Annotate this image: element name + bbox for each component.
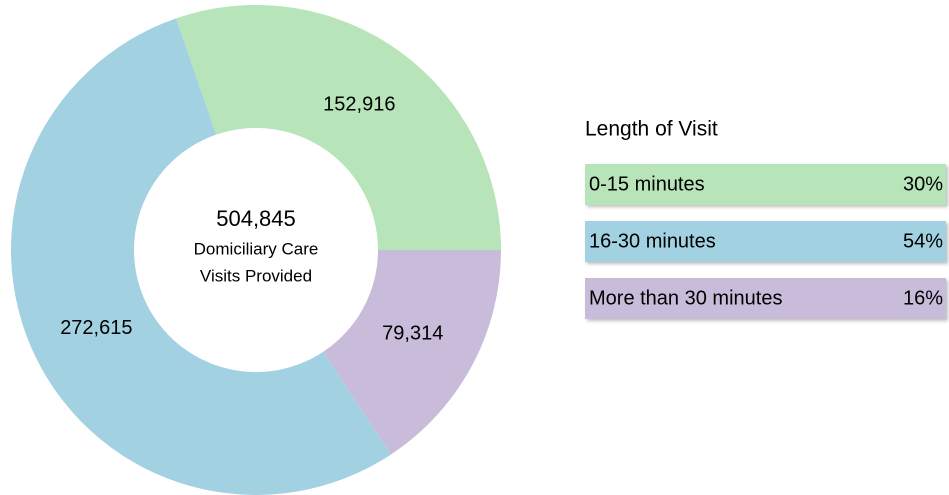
data-label: 152,916 bbox=[323, 93, 395, 115]
legend-row bbox=[585, 164, 946, 205]
legend-title: Length of Visit bbox=[585, 118, 718, 141]
donut-slice bbox=[176, 5, 502, 251]
legend-row bbox=[585, 221, 946, 262]
center-text: Domiciliary Care bbox=[194, 239, 319, 258]
donut-slice bbox=[11, 18, 392, 495]
legend-row bbox=[585, 278, 946, 319]
legend-share: 30% bbox=[903, 173, 943, 195]
legend-label: 16-30 minutes bbox=[589, 230, 716, 252]
legend-share: 54% bbox=[903, 230, 943, 252]
data-label: 79,314 bbox=[382, 323, 443, 345]
legend-label: More than 30 minutes bbox=[589, 287, 782, 309]
legend-label: 0-15 minutes bbox=[589, 173, 705, 195]
data-label: 272,615 bbox=[60, 317, 132, 339]
donut-slice bbox=[323, 250, 501, 455]
legend-share: 16% bbox=[903, 287, 943, 309]
center-text: Visits Provided bbox=[200, 266, 312, 285]
center-total: 504,845 bbox=[216, 206, 296, 231]
